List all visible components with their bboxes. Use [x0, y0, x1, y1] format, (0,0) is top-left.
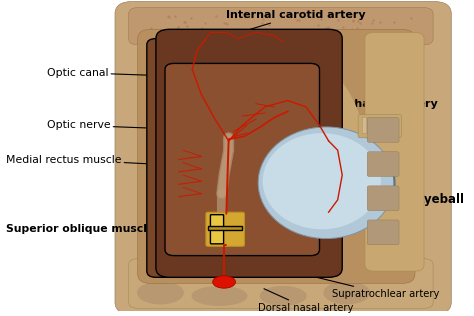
FancyBboxPatch shape — [362, 117, 367, 133]
Ellipse shape — [324, 282, 370, 304]
FancyBboxPatch shape — [358, 115, 401, 138]
Text: Ophthalmic artery: Ophthalmic artery — [301, 99, 438, 114]
Text: Dorsal nasal artery: Dorsal nasal artery — [258, 289, 354, 313]
Text: Eyeball: Eyeball — [355, 188, 465, 206]
FancyBboxPatch shape — [128, 259, 433, 308]
Text: Central retinal artery: Central retinal artery — [253, 116, 358, 125]
FancyBboxPatch shape — [367, 118, 399, 143]
FancyBboxPatch shape — [147, 39, 228, 277]
Ellipse shape — [192, 287, 247, 305]
Text: Supratrochlear artery: Supratrochlear artery — [312, 276, 439, 299]
FancyBboxPatch shape — [367, 152, 399, 177]
FancyBboxPatch shape — [367, 220, 399, 245]
FancyBboxPatch shape — [367, 117, 372, 133]
FancyBboxPatch shape — [377, 117, 382, 133]
Ellipse shape — [138, 282, 183, 304]
FancyBboxPatch shape — [387, 117, 392, 133]
Text: Superior oblique muscles: Superior oblique muscles — [6, 222, 189, 234]
Text: Medial rectus muscle: Medial rectus muscle — [6, 155, 184, 166]
Text: Optic canal: Optic canal — [47, 68, 209, 78]
FancyBboxPatch shape — [367, 186, 399, 211]
FancyBboxPatch shape — [392, 117, 397, 133]
FancyBboxPatch shape — [156, 29, 342, 277]
Ellipse shape — [258, 127, 394, 239]
Ellipse shape — [260, 287, 306, 305]
FancyBboxPatch shape — [206, 212, 245, 246]
FancyBboxPatch shape — [115, 1, 451, 314]
Text: Internal carotid artery: Internal carotid artery — [227, 10, 366, 32]
FancyBboxPatch shape — [372, 117, 377, 133]
FancyBboxPatch shape — [165, 64, 319, 256]
Ellipse shape — [147, 39, 365, 262]
Text: Optic nerve: Optic nerve — [47, 120, 202, 131]
FancyBboxPatch shape — [138, 29, 415, 283]
FancyBboxPatch shape — [365, 33, 424, 271]
Ellipse shape — [213, 276, 236, 288]
FancyBboxPatch shape — [210, 215, 224, 244]
FancyBboxPatch shape — [208, 227, 242, 230]
Ellipse shape — [263, 133, 381, 229]
FancyBboxPatch shape — [382, 117, 387, 133]
FancyBboxPatch shape — [128, 8, 433, 45]
